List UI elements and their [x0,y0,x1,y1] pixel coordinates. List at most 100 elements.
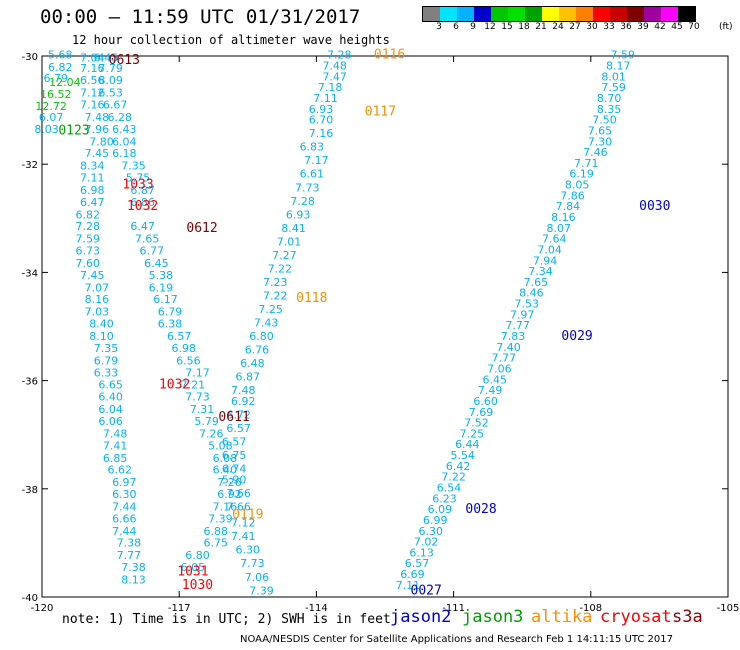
track-time-label: 0123 [58,123,89,138]
y-tick-label: -32 [22,160,38,171]
wave-height-point: 6.45 [483,373,508,386]
colorbar-swatch [457,7,474,21]
wave-height-point: 7.11 [80,172,105,185]
x-tick-label: -111 [442,603,465,614]
y-tick-label: -38 [22,485,38,496]
legend-item-cryosat: cryosat [600,607,672,627]
wave-height-point: 7.83 [501,330,526,343]
wave-height-point: 7.48 [322,60,347,73]
wave-height-point: 5.79 [194,415,219,428]
wave-height-point: 7.50 [592,114,617,127]
wave-height-point: 8.46 [519,287,544,300]
wave-height-point: 6.47 [130,220,155,233]
wave-height-point: 7.34 [528,265,553,278]
track-time-label: 0030 [639,199,670,214]
wave-height-point: 7.06 [245,571,270,584]
wave-height-point: 7.35 [121,160,146,173]
wave-height-point: 12.72 [35,100,67,113]
wave-height-point: 8.13 [121,573,146,586]
wave-height-point: 7.28 [327,49,352,62]
wave-height-point: 7.94 [533,254,558,267]
wave-height-point: 6.18 [112,147,137,160]
colorbar-swatch [610,7,627,21]
y-tick-label: -36 [22,377,38,388]
colorbar-tick-label: 27 [569,22,581,32]
wave-height-point: 6.93 [286,208,311,221]
chart-subtitle: 12 hour collection of altimeter wave hei… [72,33,390,47]
y-tick-label: -34 [22,268,38,279]
wave-height-point: 8.16 [551,211,576,224]
wave-height-point: 7.22 [268,262,293,275]
wave-height-point: 7.16 [309,127,334,140]
credit-text: NOAA/NESDIS Center for Satellite Applica… [240,634,673,645]
colorbar-swatch [661,7,678,21]
x-tick-label: -120 [31,603,54,614]
track-time-label: 0028 [465,502,496,517]
legend-item-jason3: jason3 [462,607,524,627]
wave-height-point: 6.09 [428,503,453,516]
wave-height-point: 6.93 [309,103,334,116]
y-tick-label: -30 [22,52,38,63]
wave-height-point: 7.16 [213,500,238,513]
wave-height-point: 7.25 [460,427,485,440]
colorbar-unit: (ft) [719,22,733,32]
wave-height-point: 6.56 [80,74,105,87]
wave-height-point: 7.39 [208,512,233,525]
wave-height-point: 6.92 [217,488,242,501]
wave-height-point: 7.84 [556,200,581,213]
wave-height-point: 8.17 [606,60,631,73]
wave-height-point: 6.56 [176,354,201,367]
wave-height-point: 7.59 [601,81,626,94]
x-tick-label: -105 [717,603,740,614]
wave-height-point: 6.79 [94,354,119,367]
colorbar-tick-label: 12 [484,22,496,32]
colorbar-tick-label: 15 [501,22,513,32]
wave-height-point: 7.96 [85,123,110,136]
wave-height-point: 6.23 [432,492,457,505]
track-time-label: 1033 [122,178,153,193]
wave-height-point: 7.39 [249,584,274,597]
legend-item-jason2: jason2 [390,607,452,627]
wave-height-point: 6.72 [226,408,251,421]
colorbar-tick-label: 21 [535,22,547,32]
wave-height-point: 7.69 [469,406,494,419]
wave-height-point: 8.07 [547,222,572,235]
colorbar-swatch [525,7,542,21]
chart-title: 00:00 – 11:59 UTC 01/31/2017 [40,6,361,28]
wave-height-point: 6.54 [437,482,462,495]
track-time-label: 0118 [296,291,327,306]
wave-height-point: 7.66 [226,500,251,513]
colorbar-tick-label: 39 [637,22,649,32]
track-time-label: 0116 [374,48,405,63]
wave-height-point: 6.73 [75,245,100,258]
wave-height-point: 6.86 [130,196,155,209]
wave-height-point: 6.83 [300,141,325,154]
wave-height-point: 6.87 [236,371,261,384]
wave-height-point: 6.06 [98,415,123,428]
wave-height-point: 5.90 [222,473,247,486]
wave-height-point: 7.47 [322,70,347,83]
wave-height-point: 7.16 [80,62,105,75]
wave-height-point: 6.97 [112,476,137,489]
colorbar-tick-label: 36 [620,22,632,32]
colorbar [422,6,696,22]
y-tick-label: -40 [22,593,38,604]
colorbar-swatch [678,7,695,21]
colorbar-swatch [576,7,593,21]
wave-height-point: 7.49 [478,384,503,397]
track-time-label: 0029 [561,329,592,344]
wave-height-point: 7.28 [290,195,315,208]
wave-height-point: 6.57 [405,557,430,570]
wave-height-point: 6.62 [107,464,132,477]
wave-height-point: 7.03 [85,306,110,319]
wave-height-point: 6.87 [130,184,155,197]
colorbar-tick-label: 42 [654,22,666,32]
wave-height-point: 6.45 [144,257,169,270]
wave-height-point: 5.38 [149,269,174,282]
track-time-label: 0117 [365,105,396,120]
wave-height-point: 8.10 [89,330,114,343]
wave-height-point: 7.30 [588,135,613,148]
wave-height-point: 6.85 [103,452,128,465]
wave-height-point: 6.19 [149,281,174,294]
wave-height-point: 6.30 [236,544,261,557]
